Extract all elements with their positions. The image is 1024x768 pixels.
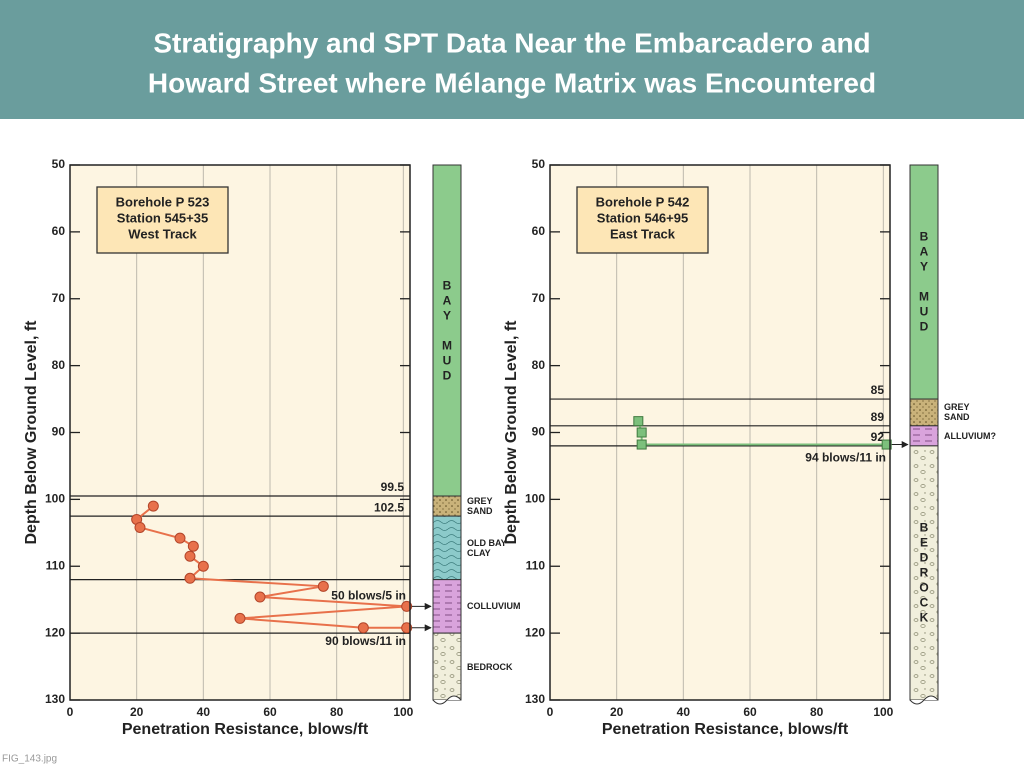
plot-border <box>69 164 411 701</box>
data-line <box>637 420 887 446</box>
stratum-label: GREY SAND <box>467 496 493 517</box>
borehole-box-line: West Track <box>128 226 197 241</box>
x-axis-label: Penetration Resistance, blows/ft <box>122 721 369 738</box>
y-tick-label: 60 <box>52 224 66 238</box>
stratum-label: BAY MUD <box>440 278 454 384</box>
x-tick-label: 0 <box>67 705 74 719</box>
stratum <box>909 425 939 447</box>
annotation: 94 blows/11 in <box>805 451 886 465</box>
y-tick-label: 120 <box>45 625 65 639</box>
x-tick-label: 20 <box>610 705 624 719</box>
y-tick-label: 80 <box>532 358 546 372</box>
stratum-label: COLLUVIUM <box>467 601 521 612</box>
y-tick-label: 110 <box>46 558 66 572</box>
stratum-label: OLD BAY CLAY <box>467 537 507 558</box>
y-tick-label: 100 <box>45 492 65 506</box>
y-tick-label: 130 <box>45 692 65 706</box>
data-point <box>174 532 186 544</box>
data-point <box>184 572 196 584</box>
data-point <box>881 439 892 450</box>
title-line: Stratigraphy and SPT Data Near the Embar… <box>153 27 870 58</box>
x-tick-label: 20 <box>130 705 144 719</box>
stratum <box>909 164 939 400</box>
y-tick-label: 110 <box>526 558 546 572</box>
borehole-box <box>576 186 709 254</box>
boundary-label: 92 <box>871 430 885 444</box>
x-tick-label: 0 <box>547 705 554 719</box>
y-axis-label: Depth Below Ground Level, ft <box>503 320 520 545</box>
data-point <box>633 416 644 427</box>
stratum-label: BAY MUD <box>917 229 931 335</box>
y-tick-label: 90 <box>532 425 546 439</box>
x-tick-label: 40 <box>197 705 211 719</box>
borehole-box <box>96 186 229 254</box>
y-tick-label: 50 <box>52 157 66 171</box>
x-tick-label: 100 <box>873 705 893 719</box>
data-point <box>234 612 246 624</box>
y-tick-label: 90 <box>52 425 66 439</box>
data-point <box>254 591 266 603</box>
x-tick-label: 60 <box>263 705 277 719</box>
x-tick-label: 40 <box>677 705 691 719</box>
x-tick-label: 60 <box>743 705 757 719</box>
stratum <box>432 164 462 497</box>
plot-area <box>550 165 890 700</box>
y-tick-label: 100 <box>525 492 545 506</box>
y-tick-label: 60 <box>532 224 546 238</box>
borehole-box-line: Station 546+95 <box>597 210 688 225</box>
y-tick-label: 120 <box>525 625 545 639</box>
boundary-label: 89 <box>871 410 885 424</box>
x-tick-label: 80 <box>810 705 824 719</box>
column-end <box>432 695 462 705</box>
data-point <box>357 622 369 634</box>
data-point <box>187 540 199 552</box>
borehole-box-line: Borehole P 523 <box>116 194 210 209</box>
annotation: 50 blows/5 in <box>331 589 406 603</box>
y-tick-label: 80 <box>52 358 66 372</box>
plot-border <box>549 164 891 701</box>
borehole-box-line: Borehole P 542 <box>596 194 690 209</box>
stratum <box>909 398 939 427</box>
title-bar <box>0 0 1024 119</box>
stratum <box>432 632 462 701</box>
data-point <box>317 580 329 592</box>
column-end <box>909 695 939 705</box>
x-axis-label: Penetration Resistance, blows/ft <box>602 721 849 738</box>
boundary-label: 85 <box>871 383 885 397</box>
data-point <box>184 550 196 562</box>
data-point <box>134 521 146 533</box>
x-tick-label: 100 <box>393 705 413 719</box>
y-tick-label: 70 <box>52 291 66 305</box>
stratum <box>432 495 462 517</box>
stratum-label: BEDROCK <box>917 520 931 626</box>
x-tick-label: 80 <box>330 705 344 719</box>
stratum <box>432 579 462 634</box>
borehole-box-line: East Track <box>610 226 676 241</box>
data-line <box>135 505 407 629</box>
title-line: Howard Street where Mélange Matrix was E… <box>148 67 876 98</box>
boundary-label: 99.5 <box>381 480 405 494</box>
stratum <box>432 515 462 581</box>
stratum-label: BEDROCK <box>467 661 513 672</box>
boundary-label: 102.5 <box>374 500 404 514</box>
footer: FIG_143.jpg <box>2 754 57 765</box>
data-point <box>147 500 159 512</box>
y-tick-label: 130 <box>525 692 545 706</box>
stratum-label: GREY SAND <box>944 402 970 423</box>
data-point <box>636 427 647 438</box>
data-point <box>636 439 647 450</box>
stratum <box>909 445 939 701</box>
y-tick-label: 70 <box>532 291 546 305</box>
data-point <box>197 560 209 572</box>
borehole-box-line: Station 545+35 <box>117 210 208 225</box>
annotation: 90 blows/11 in <box>325 634 406 648</box>
y-tick-label: 50 <box>532 157 546 171</box>
y-axis-label: Depth Below Ground Level, ft <box>23 320 40 545</box>
stratum-label: ALLUVIUM? <box>944 430 996 441</box>
